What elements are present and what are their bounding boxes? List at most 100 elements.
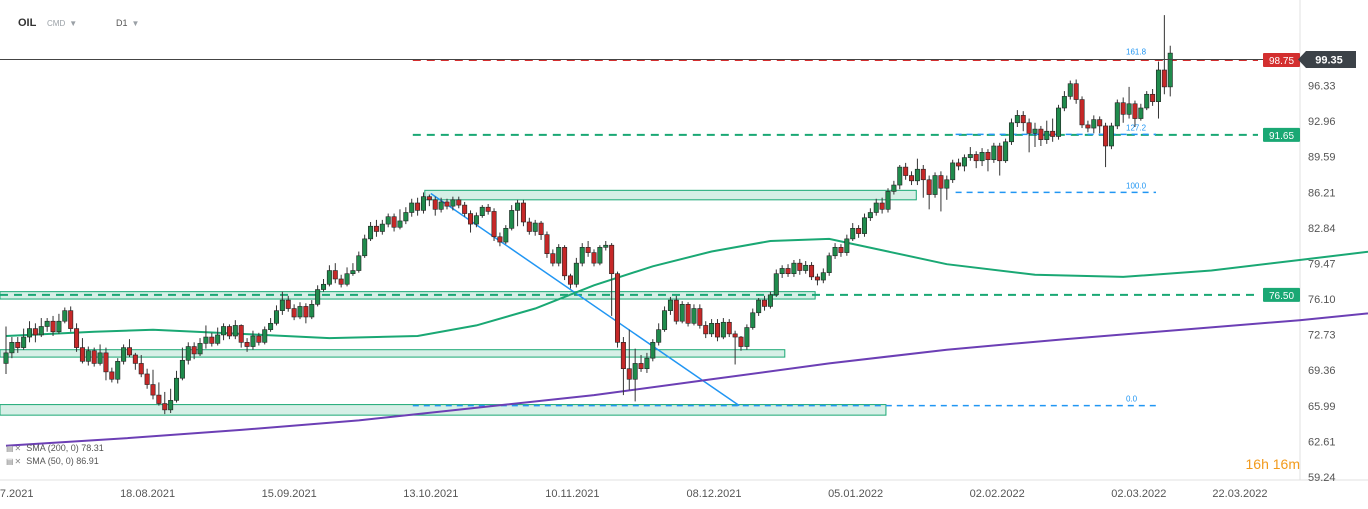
candle-body bbox=[185, 346, 191, 361]
candle-body bbox=[803, 264, 809, 271]
candle-body bbox=[844, 238, 850, 253]
candle-body bbox=[1079, 99, 1085, 126]
candle-body bbox=[1085, 124, 1091, 129]
candle-body bbox=[950, 162, 956, 181]
candle-body bbox=[362, 238, 368, 257]
candle-body bbox=[509, 210, 515, 229]
candle-body bbox=[809, 264, 815, 278]
candle-body bbox=[585, 247, 591, 253]
candle-body bbox=[967, 154, 973, 158]
candle-body bbox=[44, 320, 50, 327]
candle-body bbox=[1144, 93, 1150, 109]
candle-body bbox=[673, 299, 679, 322]
candle-body bbox=[567, 275, 573, 285]
y-tick-label: 89.59 bbox=[1308, 152, 1336, 164]
candle-body bbox=[932, 175, 938, 195]
candle-body bbox=[550, 253, 556, 264]
candle-body bbox=[1126, 103, 1132, 115]
candle-body bbox=[497, 236, 503, 243]
candle-body bbox=[197, 343, 203, 355]
indicator-sma50-label: SMA (50, 0) 86.91 bbox=[26, 456, 99, 466]
candle-body bbox=[162, 403, 168, 411]
candle-body bbox=[756, 299, 762, 314]
candle-body bbox=[1132, 103, 1138, 119]
fib-label: 161.8 bbox=[1126, 47, 1147, 56]
indicator-sma50[interactable]: ▤✕ SMA (50, 0) 86.91 bbox=[6, 456, 99, 466]
candle-body bbox=[879, 202, 885, 210]
candle-body bbox=[573, 262, 579, 285]
candle-body bbox=[144, 373, 150, 385]
candle-body bbox=[897, 166, 903, 186]
candle-body bbox=[256, 335, 262, 343]
candle-body bbox=[709, 323, 715, 335]
candle-body bbox=[50, 320, 56, 333]
candle-body bbox=[238, 325, 244, 343]
candle-body bbox=[332, 270, 338, 280]
indicator-sma200-label: SMA (200, 0) 78.31 bbox=[26, 443, 104, 453]
candle-body bbox=[450, 199, 456, 207]
candle-body bbox=[379, 223, 385, 232]
trendline bbox=[430, 192, 740, 407]
candle-body bbox=[920, 168, 926, 181]
candle-body bbox=[991, 145, 997, 161]
y-tick-label: 82.84 bbox=[1308, 223, 1336, 235]
candle-body bbox=[97, 352, 103, 364]
candle-body bbox=[538, 222, 544, 235]
y-tick-label: 92.96 bbox=[1308, 116, 1336, 128]
candle-body bbox=[338, 278, 344, 285]
sma200-line bbox=[5, 312, 1368, 447]
candle-countdown: 16h 16m bbox=[1245, 456, 1300, 472]
candle-body bbox=[291, 308, 297, 318]
candle-body bbox=[1167, 52, 1173, 88]
current-price-label: 99.35 bbox=[1315, 55, 1343, 67]
candle-body bbox=[209, 336, 215, 344]
candle-body bbox=[303, 306, 309, 318]
candle-body bbox=[856, 228, 862, 234]
indicator-sma200[interactable]: ▤✕ SMA (200, 0) 78.31 bbox=[6, 443, 104, 453]
candle-body bbox=[885, 191, 891, 210]
candle-body bbox=[415, 202, 421, 211]
candle-body bbox=[397, 220, 403, 228]
candle-body bbox=[626, 368, 632, 380]
candle-body bbox=[174, 377, 180, 401]
candle-body bbox=[662, 310, 668, 330]
candle-body bbox=[1056, 107, 1062, 137]
candle-body bbox=[1044, 130, 1050, 140]
candle-body bbox=[1061, 96, 1067, 109]
candle-body bbox=[344, 273, 350, 285]
candle-body bbox=[1026, 122, 1032, 134]
level-price-label: 91.65 bbox=[1269, 131, 1294, 142]
x-tick-label: 02.03.2022 bbox=[1111, 488, 1166, 500]
candle-body bbox=[691, 308, 697, 324]
candle-body bbox=[826, 255, 832, 273]
candle-body bbox=[944, 179, 950, 189]
support-resistance-zone bbox=[424, 189, 917, 201]
candle-body bbox=[1073, 83, 1079, 100]
timeframe-dropdown[interactable]: D1 ▼ bbox=[116, 14, 139, 32]
y-tick-label: 79.47 bbox=[1308, 258, 1336, 270]
candle-body bbox=[703, 325, 709, 335]
candle-body bbox=[762, 299, 768, 307]
candle-body bbox=[168, 400, 174, 411]
settings-close-icons[interactable]: ▤✕ bbox=[6, 456, 23, 466]
candle-body bbox=[556, 247, 562, 264]
settings-close-icons[interactable]: ▤✕ bbox=[6, 443, 23, 453]
candle-body bbox=[132, 354, 138, 364]
current-price-tag bbox=[1298, 51, 1356, 68]
candle-body bbox=[1067, 83, 1073, 97]
symbol-label[interactable]: OIL bbox=[18, 14, 36, 32]
candle-body bbox=[103, 352, 109, 373]
candle-body bbox=[3, 352, 9, 364]
candle-body bbox=[21, 336, 27, 348]
candle-body bbox=[273, 310, 279, 324]
candle-body bbox=[720, 321, 726, 338]
instrument-type-dropdown[interactable]: CMD ▼ bbox=[47, 14, 77, 32]
y-tick-label: 69.36 bbox=[1308, 365, 1336, 377]
candle-body bbox=[603, 244, 609, 248]
candle-body bbox=[221, 326, 227, 336]
candle-body bbox=[373, 225, 379, 232]
candle-body bbox=[1097, 119, 1103, 127]
candle-body bbox=[1020, 115, 1026, 124]
candle-body bbox=[597, 247, 603, 264]
